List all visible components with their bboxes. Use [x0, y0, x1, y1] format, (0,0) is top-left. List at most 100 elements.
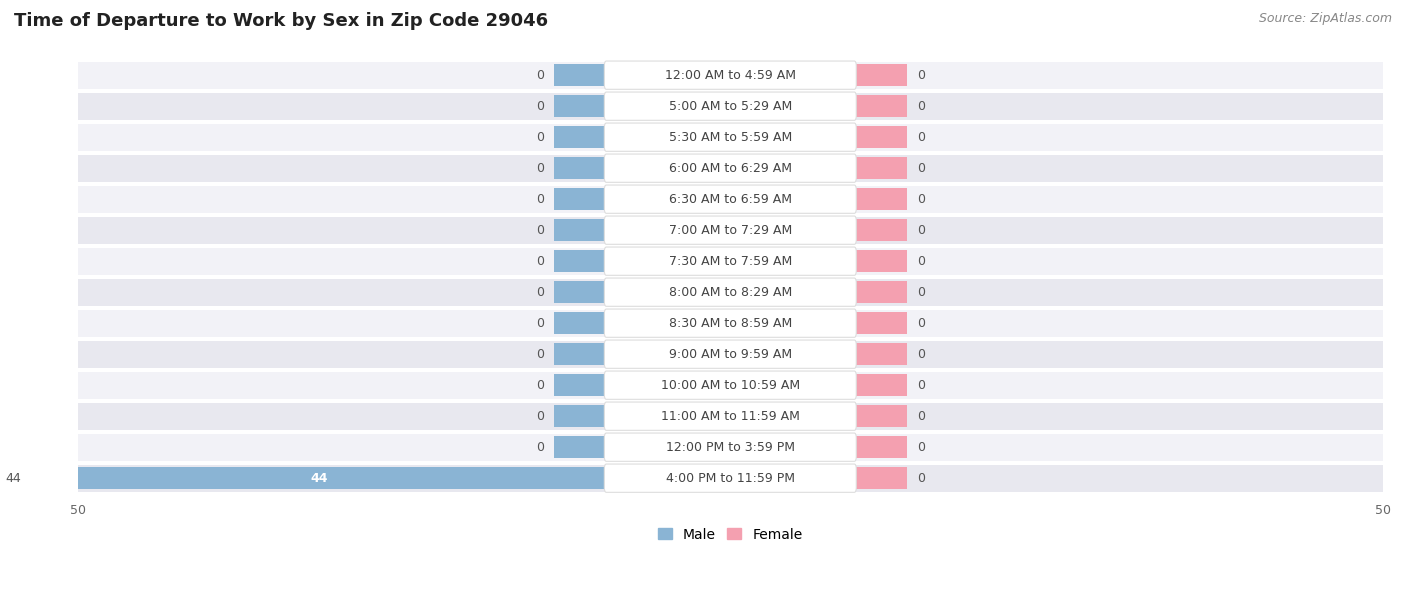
FancyBboxPatch shape — [605, 340, 856, 368]
Bar — [855, 250, 907, 272]
Legend: Male, Female: Male, Female — [652, 522, 808, 547]
Text: 0: 0 — [536, 255, 544, 268]
Bar — [77, 279, 1384, 306]
FancyBboxPatch shape — [605, 278, 856, 307]
Bar — [77, 154, 1384, 182]
Bar — [855, 436, 907, 459]
Bar — [77, 248, 1384, 275]
Text: 7:00 AM to 7:29 AM: 7:00 AM to 7:29 AM — [669, 224, 792, 236]
Bar — [554, 343, 606, 365]
Bar — [77, 185, 1384, 213]
Text: 0: 0 — [536, 379, 544, 391]
Bar — [554, 436, 606, 459]
Bar — [855, 312, 907, 334]
Text: 0: 0 — [536, 69, 544, 82]
Text: 0: 0 — [917, 69, 925, 82]
Bar — [77, 124, 1384, 151]
Bar — [554, 281, 606, 304]
Text: 0: 0 — [536, 286, 544, 299]
Bar — [554, 250, 606, 272]
Bar — [77, 371, 1384, 399]
FancyBboxPatch shape — [605, 123, 856, 151]
Bar — [855, 157, 907, 179]
FancyBboxPatch shape — [605, 247, 856, 275]
Bar — [855, 64, 907, 86]
Bar — [554, 188, 606, 210]
Text: 0: 0 — [536, 347, 544, 361]
Text: 4:00 PM to 11:59 PM: 4:00 PM to 11:59 PM — [666, 472, 794, 485]
FancyBboxPatch shape — [605, 402, 856, 430]
FancyBboxPatch shape — [605, 154, 856, 182]
Text: 7:30 AM to 7:59 AM: 7:30 AM to 7:59 AM — [669, 255, 792, 268]
Text: 0: 0 — [536, 100, 544, 113]
Bar — [855, 343, 907, 365]
Text: 0: 0 — [917, 472, 925, 485]
Bar — [77, 434, 1384, 461]
Text: 6:00 AM to 6:29 AM: 6:00 AM to 6:29 AM — [669, 162, 792, 175]
Text: 0: 0 — [917, 131, 925, 144]
Text: 0: 0 — [536, 224, 544, 236]
FancyBboxPatch shape — [605, 185, 856, 213]
Text: 10:00 AM to 10:59 AM: 10:00 AM to 10:59 AM — [661, 379, 800, 391]
Bar — [855, 405, 907, 427]
Bar — [77, 465, 1384, 492]
FancyBboxPatch shape — [605, 371, 856, 399]
Text: 0: 0 — [917, 224, 925, 236]
Text: 8:00 AM to 8:29 AM: 8:00 AM to 8:29 AM — [669, 286, 792, 299]
Text: Source: ZipAtlas.com: Source: ZipAtlas.com — [1258, 12, 1392, 25]
Bar — [554, 312, 606, 334]
FancyBboxPatch shape — [605, 92, 856, 121]
Text: 0: 0 — [536, 131, 544, 144]
Bar — [554, 64, 606, 86]
Text: 0: 0 — [917, 286, 925, 299]
Bar — [554, 405, 606, 427]
Text: 8:30 AM to 8:59 AM: 8:30 AM to 8:59 AM — [669, 317, 792, 330]
Text: 0: 0 — [536, 441, 544, 454]
Text: 12:00 PM to 3:59 PM: 12:00 PM to 3:59 PM — [666, 441, 794, 454]
Bar — [855, 188, 907, 210]
Bar — [77, 217, 1384, 244]
Text: 0: 0 — [536, 410, 544, 423]
Text: 0: 0 — [536, 317, 544, 330]
Text: 0: 0 — [917, 255, 925, 268]
FancyBboxPatch shape — [605, 309, 856, 337]
Text: 0: 0 — [917, 192, 925, 206]
Bar — [554, 374, 606, 396]
Text: 0: 0 — [536, 192, 544, 206]
Bar — [77, 93, 1384, 120]
Text: 44: 44 — [311, 472, 328, 485]
Bar — [77, 340, 1384, 368]
Text: 6:30 AM to 6:59 AM: 6:30 AM to 6:59 AM — [669, 192, 792, 206]
FancyBboxPatch shape — [605, 216, 856, 244]
Text: 0: 0 — [917, 441, 925, 454]
FancyBboxPatch shape — [605, 61, 856, 89]
Bar — [32, 467, 606, 489]
Bar — [855, 95, 907, 118]
Text: 12:00 AM to 4:59 AM: 12:00 AM to 4:59 AM — [665, 69, 796, 82]
Bar — [554, 219, 606, 241]
Bar — [77, 309, 1384, 337]
FancyBboxPatch shape — [605, 464, 856, 492]
Bar — [77, 403, 1384, 430]
Text: Time of Departure to Work by Sex in Zip Code 29046: Time of Departure to Work by Sex in Zip … — [14, 12, 548, 30]
Bar — [855, 374, 907, 396]
Bar — [855, 219, 907, 241]
Bar — [554, 157, 606, 179]
Text: 5:00 AM to 5:29 AM: 5:00 AM to 5:29 AM — [669, 100, 792, 113]
Bar — [77, 62, 1384, 89]
Text: 11:00 AM to 11:59 AM: 11:00 AM to 11:59 AM — [661, 410, 800, 423]
Text: 0: 0 — [536, 162, 544, 175]
Bar — [855, 281, 907, 304]
Text: 44: 44 — [6, 472, 21, 485]
Text: 0: 0 — [917, 162, 925, 175]
Text: 9:00 AM to 9:59 AM: 9:00 AM to 9:59 AM — [669, 347, 792, 361]
Text: 0: 0 — [917, 100, 925, 113]
FancyBboxPatch shape — [605, 433, 856, 462]
Bar — [855, 126, 907, 148]
Text: 0: 0 — [917, 379, 925, 391]
Text: 0: 0 — [917, 347, 925, 361]
Text: 0: 0 — [917, 410, 925, 423]
Text: 0: 0 — [917, 317, 925, 330]
Bar — [554, 126, 606, 148]
Bar — [554, 95, 606, 118]
